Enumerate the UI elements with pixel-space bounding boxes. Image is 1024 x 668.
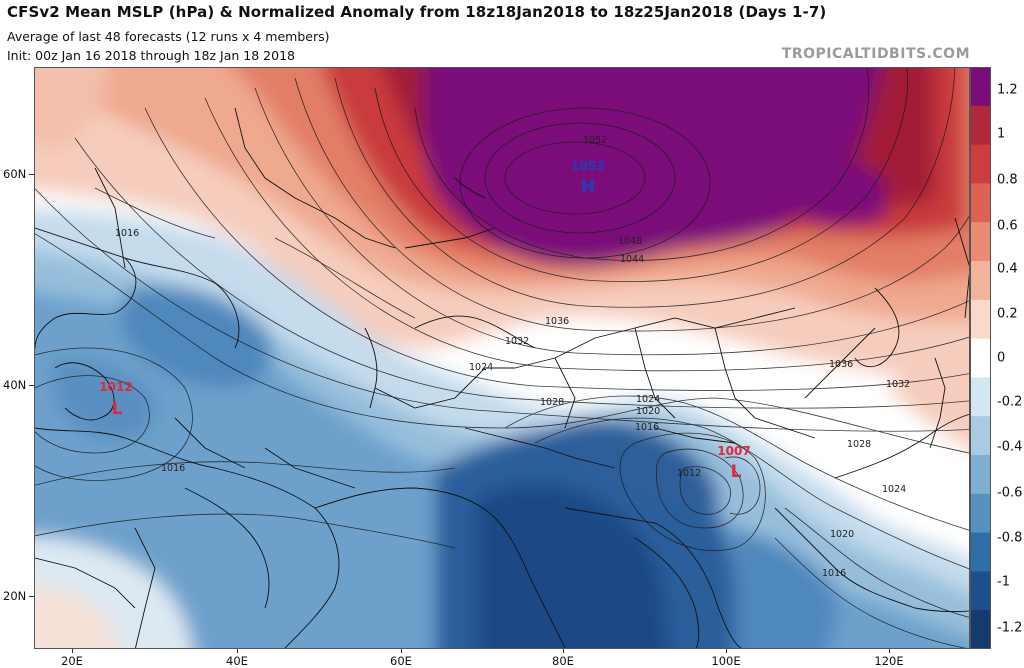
colorbar-cell: [970, 144, 991, 184]
isobar-label: 1016: [161, 463, 185, 474]
colorbar-cell: [970, 338, 991, 378]
isobar-label: 1036: [545, 316, 569, 327]
anomaly-map: 1052 1048 1044 1036 1032 1024 1028 1024 …: [34, 67, 970, 649]
lon-label: 80E: [552, 654, 574, 668]
colorbar-label: 0.4: [997, 261, 1018, 277]
isobar-label: 1024: [469, 362, 493, 373]
colorbar-cell: [970, 261, 991, 301]
isobar-label: 1032: [505, 336, 529, 347]
lat-label: 40N: [3, 378, 27, 392]
colorbar-label: -0.6: [997, 485, 1023, 501]
colorbar-label: 1.2: [997, 82, 1018, 98]
lat-tick: [29, 596, 34, 597]
isobar-label: 1032: [886, 379, 910, 390]
colorbar-label: 1: [997, 126, 1006, 142]
lat-tick: [29, 385, 34, 386]
isobar-label: 1028: [847, 439, 871, 450]
isobar-label: 1020: [830, 529, 854, 540]
colorbar-label: -1: [997, 574, 1010, 590]
colorbar-cell: [970, 416, 991, 456]
lon-tick: [72, 649, 73, 653]
colorbar-cells: [970, 67, 991, 649]
colorbar-cell: [970, 222, 991, 262]
lon-tick: [401, 649, 402, 653]
colorbar-label: -0.4: [997, 439, 1023, 455]
colorbar-cell: [970, 493, 991, 534]
init-time: Init: 00z Jan 16 2018 through 18z Jan 18…: [7, 48, 295, 63]
colorbar-label: -0.2: [997, 394, 1023, 410]
lon-label: 40E: [226, 654, 248, 668]
isobar-label: 1016: [822, 568, 846, 579]
isobar-labels: 1052 1048 1044 1036 1032 1024 1028 1024 …: [115, 135, 910, 579]
lon-label: 20E: [61, 654, 83, 668]
colorbar-cell: [970, 377, 991, 417]
isobar-label: 1024: [882, 484, 906, 495]
map-canvas: 1052 1048 1044 1036 1032 1024 1028 1024 …: [35, 68, 969, 648]
low-center-value: 1012: [99, 380, 132, 394]
isobar-label: 1024: [636, 394, 660, 405]
isobar-label: 1020: [636, 406, 660, 417]
colorbar-label: 0.8: [997, 172, 1018, 188]
anomaly-shading: [35, 68, 969, 648]
pressure-centers: 1053 H 1012 L 1007 L: [99, 159, 750, 482]
colorbar-cell: [970, 105, 991, 146]
isobar-label: 1028: [540, 397, 564, 408]
colorbar-label: 0: [997, 350, 1006, 366]
colorbar-label: -1.2: [997, 620, 1023, 636]
lat-label: 60N: [3, 167, 27, 181]
high-center-marker: H: [581, 177, 595, 197]
lon-label: 100E: [711, 654, 741, 668]
lat-label: 20N: [3, 589, 27, 603]
colorbar-label: -0.8: [997, 530, 1023, 546]
map-title: CFSv2 Mean MSLP (hPa) & Normalized Anoma…: [7, 3, 827, 21]
map-subtitle: Average of last 48 forecasts (12 runs x …: [7, 29, 330, 44]
colorbar-cell: [970, 455, 991, 495]
colorbar-cell: [970, 67, 991, 107]
colorbar-cell: [970, 299, 991, 340]
colorbar-label: 0.2: [997, 306, 1018, 322]
high-center-value: 1053: [571, 159, 604, 173]
isobar-label: 1044: [620, 254, 644, 265]
isobar-label: 1012: [677, 468, 701, 479]
lon-label: 60E: [390, 654, 412, 668]
colorbar-cell: [970, 610, 991, 649]
isobar-label: 1048: [618, 236, 642, 247]
colorbar-label: 0.6: [997, 218, 1018, 234]
lat-tick: [29, 174, 34, 175]
isobar-label: 1016: [115, 228, 139, 239]
isobar-label: 1052: [583, 135, 607, 146]
isobar-label: 1016: [635, 422, 659, 433]
lon-tick: [563, 649, 564, 653]
brand-watermark: TROPICALTIDBITS.COM: [781, 46, 970, 62]
isobars: [35, 68, 969, 648]
lon-tick: [237, 649, 238, 653]
lon-label: 120E: [874, 654, 904, 668]
low-center-marker: L: [112, 399, 123, 419]
lon-tick: [726, 649, 727, 653]
isobar-label: 1036: [829, 359, 853, 370]
colorbar-cell: [970, 183, 991, 223]
colorbar: [970, 67, 991, 649]
low-center-value: 1007: [717, 444, 750, 458]
colorbar-cell: [970, 571, 991, 611]
coastlines: [35, 107, 969, 648]
low-center-marker: L: [731, 462, 742, 482]
colorbar-cell: [970, 532, 991, 572]
lon-tick: [889, 649, 890, 653]
